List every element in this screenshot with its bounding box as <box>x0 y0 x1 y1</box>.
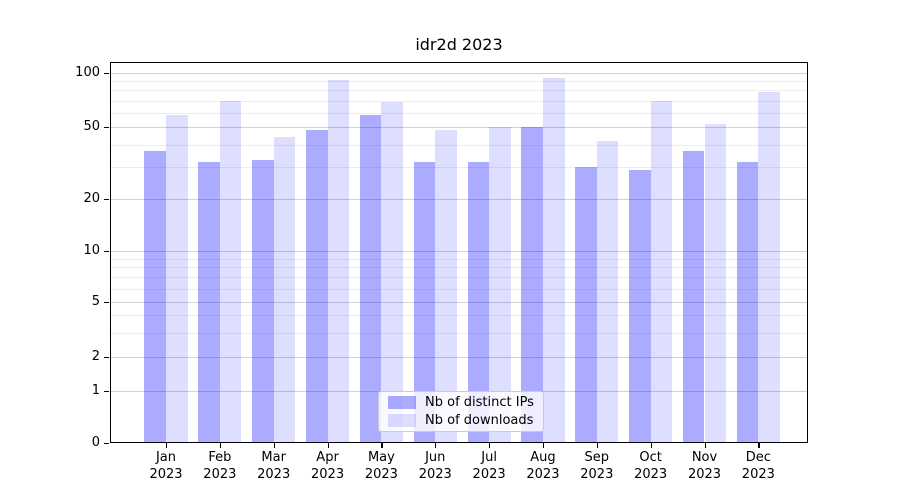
gridline-major <box>110 251 808 252</box>
gridline-minor <box>110 315 808 317</box>
plot-area <box>110 62 808 443</box>
chart-title: idr2d 2023 <box>415 35 503 54</box>
x-tick <box>704 443 706 448</box>
x-tick <box>596 443 598 448</box>
y-tick <box>104 443 109 445</box>
legend-label-distinct-ips: Nb of distinct IPs <box>425 395 534 410</box>
x-tick <box>650 443 652 448</box>
bar-distinct-ips <box>682 150 705 443</box>
legend-label-downloads: Nb of downloads <box>425 413 534 428</box>
y-tick-label: 20 <box>83 191 100 206</box>
gridline-minor <box>110 277 808 279</box>
gridline-major <box>110 199 808 200</box>
x-tick-label: Aug 2023 <box>526 450 560 482</box>
bar-distinct-ips <box>252 159 274 443</box>
x-tick <box>273 443 275 448</box>
bar-downloads <box>435 130 457 443</box>
bar-distinct-ips <box>305 130 328 443</box>
x-tick-label: Oct 2023 <box>634 450 668 482</box>
x-tick <box>489 443 491 448</box>
bar-distinct-ips <box>198 162 220 443</box>
gridline-major <box>110 73 808 74</box>
bar-distinct-ips <box>467 162 490 443</box>
x-tick-label: Feb 2023 <box>203 450 237 482</box>
gridline-minor <box>110 332 808 334</box>
x-tick <box>435 443 437 448</box>
bar-downloads <box>596 140 619 443</box>
bar-distinct-ips <box>575 167 597 443</box>
y-tick <box>104 302 109 304</box>
gridline-minor <box>110 144 808 146</box>
x-tick <box>166 443 168 448</box>
bar-downloads <box>166 115 188 443</box>
x-tick <box>219 443 222 448</box>
bar-distinct-ips <box>521 127 543 443</box>
x-tick-label: Jul 2023 <box>472 450 506 482</box>
bar-downloads <box>489 127 511 443</box>
y-tick <box>104 357 109 359</box>
y-tick <box>104 127 109 129</box>
gridline-minor <box>110 90 808 92</box>
y-tick-label: 5 <box>91 294 100 309</box>
gridline-major <box>110 302 808 303</box>
bar-distinct-ips <box>413 162 436 443</box>
gridline-minor <box>110 81 808 83</box>
y-tick-label: 2 <box>91 349 100 364</box>
x-tick <box>327 443 329 448</box>
gridline-minor <box>110 288 808 290</box>
x-tick-label: Dec 2023 <box>741 450 775 482</box>
x-tick-label: Jun 2023 <box>418 450 452 482</box>
x-tick-label: May 2023 <box>364 450 398 482</box>
bar-downloads <box>327 80 350 443</box>
x-tick <box>381 443 383 448</box>
y-tick <box>104 73 109 75</box>
x-tick-label: Mar 2023 <box>257 450 291 482</box>
bar-distinct-ips <box>144 150 166 443</box>
y-tick-label: 100 <box>75 65 100 80</box>
x-tick-label: Apr 2023 <box>311 450 345 482</box>
bar-downloads <box>381 101 403 443</box>
bar-distinct-ips <box>629 169 651 443</box>
bar-downloads <box>650 100 673 443</box>
legend-swatch-downloads <box>388 414 416 427</box>
bar-distinct-ips <box>736 162 759 443</box>
legend: Nb of distinct IPs Nb of downloads <box>378 391 544 432</box>
y-tick <box>104 199 109 201</box>
y-tick <box>104 251 109 253</box>
bar-downloads <box>704 123 727 443</box>
bar-downloads <box>273 137 296 443</box>
gridline-minor <box>110 258 808 260</box>
x-tick-label: Nov 2023 <box>687 450 722 482</box>
bar-downloads <box>219 100 242 443</box>
bar-distinct-ips <box>359 115 382 443</box>
gridline-major <box>110 357 808 358</box>
y-tick-label: 1 <box>91 383 100 398</box>
legend-swatch-distinct-ips <box>388 396 416 409</box>
gridline-major <box>110 127 808 128</box>
legend-entry-downloads: Nb of downloads <box>388 413 543 428</box>
legend-entry-distinct-ips: Nb of distinct IPs <box>388 395 543 410</box>
y-tick <box>104 391 109 393</box>
gridline-minor <box>110 112 808 114</box>
gridline-minor <box>110 267 808 269</box>
y-tick-label: 0 <box>91 435 100 450</box>
x-tick <box>758 443 760 448</box>
x-tick-label: Sep 2023 <box>580 450 614 482</box>
y-tick-label: 10 <box>83 243 100 258</box>
bar-downloads <box>542 77 565 443</box>
x-tick-label: Jan 2023 <box>149 450 183 482</box>
bar-downloads <box>758 92 780 443</box>
gridline-minor <box>110 167 808 169</box>
x-tick <box>542 443 545 448</box>
y-tick-label: 50 <box>83 119 100 134</box>
gridline-minor <box>110 100 808 102</box>
